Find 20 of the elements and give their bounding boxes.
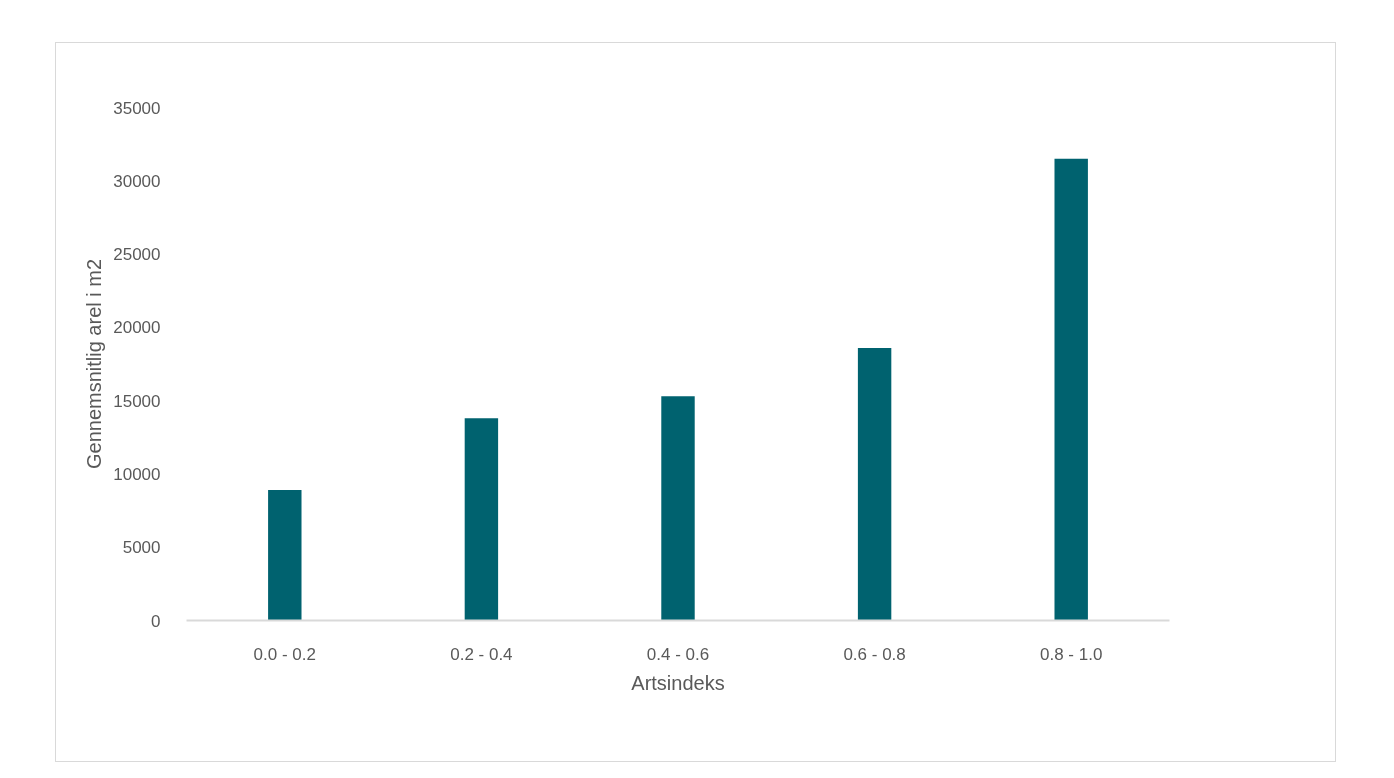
x-tick-label: 0.2 - 0.4 <box>450 644 513 664</box>
x-tick-label: 0.0 - 0.2 <box>253 644 316 664</box>
bar <box>1054 158 1088 621</box>
x-axis-title: Artsindeks <box>631 671 725 694</box>
y-tick-label: 35000 <box>113 98 161 118</box>
y-tick-label: 0 <box>151 611 161 631</box>
y-tick-label: 15000 <box>113 391 161 411</box>
bar <box>857 347 892 621</box>
y-tick-label: 20000 <box>113 318 161 338</box>
x-tick-label: 0.4 - 0.6 <box>646 644 710 664</box>
y-tick-label: 30000 <box>113 171 161 191</box>
x-tick-label: 0.6 - 0.8 <box>843 644 906 664</box>
y-tick-label: 10000 <box>113 464 161 484</box>
y-tick-label: 25000 <box>113 245 161 265</box>
x-tick-label: 0.8 - 1.0 <box>1040 644 1103 664</box>
y-tick-label: 5000 <box>122 538 161 558</box>
bar <box>661 396 695 621</box>
bar <box>268 490 302 621</box>
bar <box>464 418 499 621</box>
y-axis-title: Gennemsnitlig arel i m2 <box>83 258 106 470</box>
